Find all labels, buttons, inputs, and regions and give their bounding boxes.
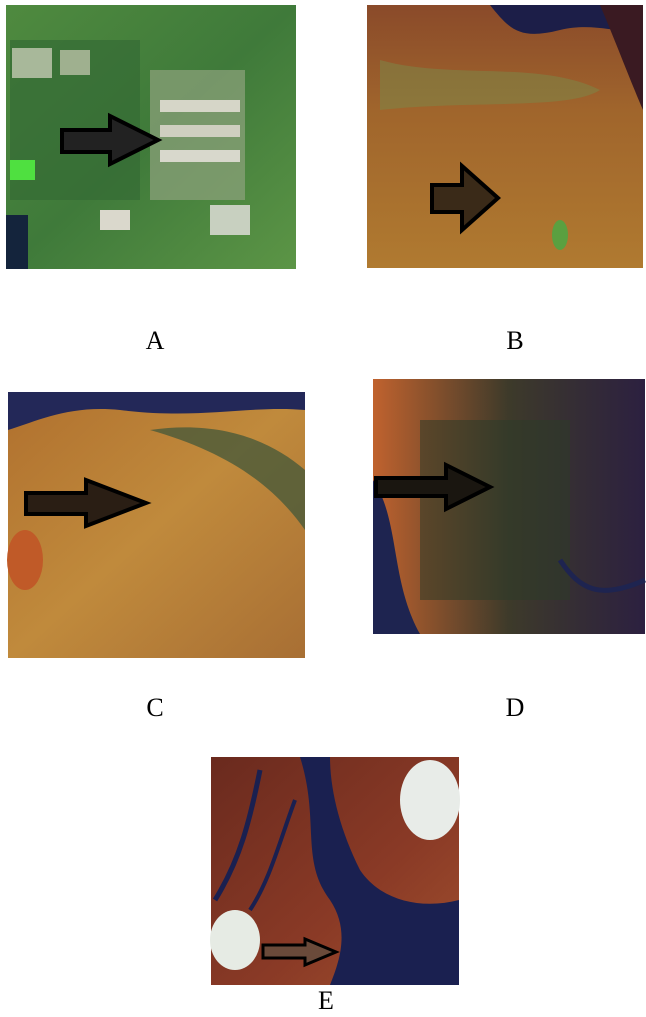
image-c <box>7 392 305 658</box>
panel-label: D <box>506 693 525 722</box>
image-b <box>367 5 643 268</box>
image-d <box>373 379 645 634</box>
page: A B C D E (() => { const data = JSON.par… <box>0 0 646 1017</box>
image-e <box>210 757 460 985</box>
image-a <box>6 5 296 269</box>
panel-label: C <box>146 693 163 722</box>
panel-label: B <box>506 326 523 355</box>
panel-label: E <box>318 986 334 1015</box>
figure: A B C D E <box>0 0 646 1017</box>
panel-label: A <box>146 326 165 355</box>
